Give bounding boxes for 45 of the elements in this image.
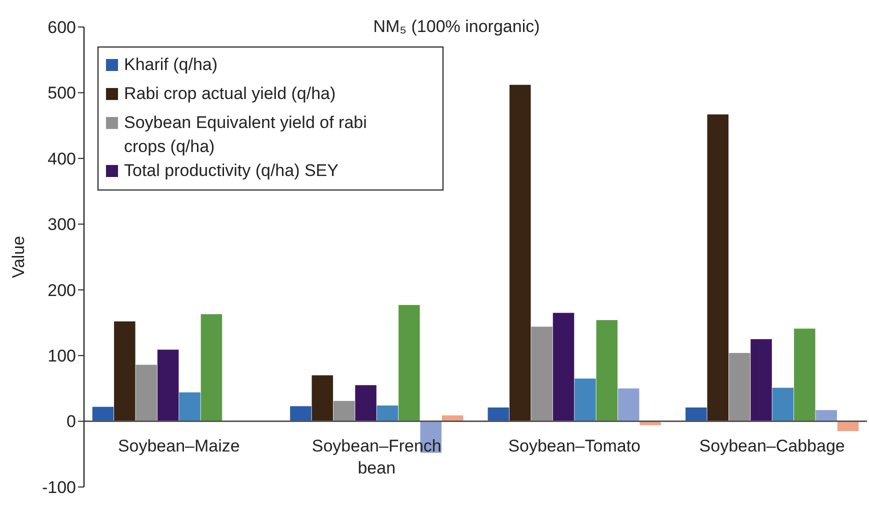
bar — [355, 385, 376, 422]
y-tick-label: 400 — [48, 149, 76, 168]
y-tick-label: 100 — [48, 346, 76, 366]
bar — [707, 114, 728, 422]
bar — [333, 400, 355, 422]
chart-title: NM₅ (100% inorganic) — [373, 17, 540, 36]
bar — [552, 312, 574, 422]
y-tick-label: 0 — [66, 412, 76, 432]
bar — [509, 84, 531, 422]
bar — [794, 328, 816, 422]
y-tick-label: 200 — [48, 280, 76, 300]
bar — [750, 339, 772, 422]
x-tick-label: Soybean–French bean — [312, 436, 442, 478]
y-axis-title: Value — [9, 236, 28, 278]
bar — [312, 375, 334, 422]
bar — [200, 314, 222, 422]
bar — [772, 388, 794, 422]
bar — [618, 388, 640, 422]
y-tick-label: 300 — [48, 215, 76, 234]
bar — [157, 350, 179, 422]
x-tick-label: Soybean–Maize — [118, 436, 240, 456]
legend-label: Rabi crop actual yield (q/ha) — [124, 84, 336, 103]
bar — [596, 320, 618, 422]
x-tick-label: Soybean–Tomato — [508, 436, 641, 456]
bar — [686, 407, 707, 422]
bar — [488, 407, 510, 422]
legend-label: Soybean Equivalent yield of rabi crops (q/ha) — [124, 113, 367, 156]
legend-label: Total productivity (q/ha) SEY — [124, 161, 338, 180]
bar — [816, 410, 837, 422]
bar — [728, 352, 750, 422]
bar — [376, 406, 398, 422]
bar — [136, 364, 157, 422]
legend-label: Kharif (q/ha) — [124, 55, 218, 74]
bar — [114, 321, 136, 422]
bar — [531, 326, 552, 422]
bar — [290, 406, 312, 422]
bar — [837, 421, 859, 432]
y-tick-label: 500 — [48, 84, 76, 103]
bar — [92, 406, 114, 422]
y-tick-label: -100 — [42, 478, 76, 497]
bar — [574, 378, 596, 422]
bar — [398, 304, 420, 422]
x-tick-label: Soybean–Cabbage — [699, 436, 845, 456]
y-tick-label: 600 — [48, 18, 76, 37]
bar — [179, 392, 200, 422]
